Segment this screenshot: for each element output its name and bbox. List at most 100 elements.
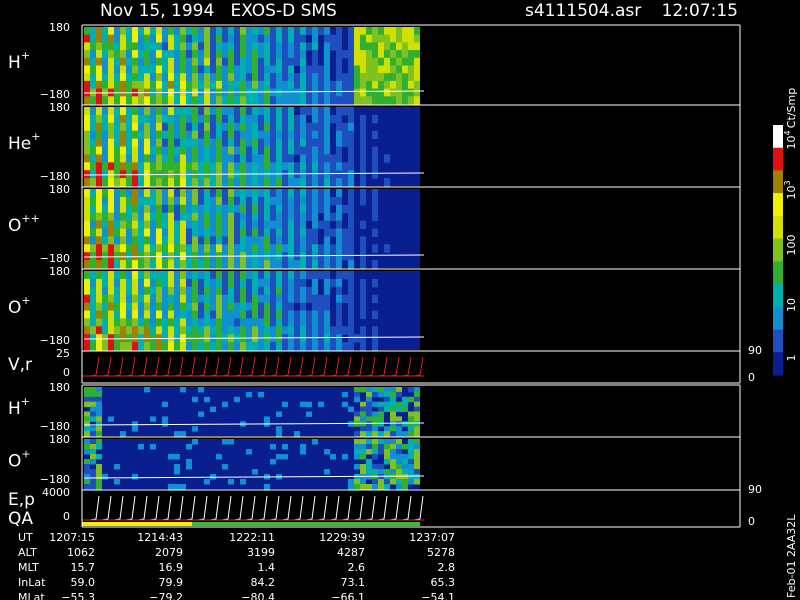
cell [228,57,234,66]
cell [162,286,168,296]
cell [300,401,306,408]
cell [372,73,378,82]
cell [294,252,300,261]
cell [270,334,276,343]
cell [270,65,276,74]
cell [216,138,222,147]
colorbar-label: 1 [785,355,798,362]
cell [396,416,402,422]
cell [252,302,258,311]
cell [324,154,330,163]
cell [138,286,144,296]
cell [132,154,138,163]
cell [342,326,348,335]
cell [408,459,414,465]
cell [264,122,270,132]
cell [168,212,174,222]
cell [96,484,102,490]
cell [348,88,354,97]
cell [324,162,330,171]
cell [132,318,138,327]
cell [84,154,90,163]
cell [210,260,216,269]
cell [348,204,354,214]
cell [264,138,270,147]
cell [240,294,246,304]
cell [216,302,222,311]
cell [336,130,342,140]
cell [336,236,342,245]
cell [174,278,180,288]
cell [174,271,180,280]
panel-label: V,r [8,355,32,375]
cell [96,421,102,427]
cell [282,154,288,163]
cell [282,88,288,97]
cell [300,244,306,253]
cell [144,80,150,90]
label-text: H [8,399,21,419]
cell [174,80,180,90]
cell [306,310,312,319]
cell [306,162,312,171]
cell [258,278,264,288]
cell [210,57,216,66]
cell [84,310,90,319]
cell [324,334,330,343]
cell [360,154,366,163]
cell [372,444,378,450]
cell [336,220,342,229]
cell [288,334,294,343]
cell [84,286,90,296]
cell [408,479,414,485]
cell [252,107,258,116]
cell [300,220,306,229]
cell [168,278,174,288]
cell [240,27,246,36]
cell [318,244,324,253]
cell [144,326,150,335]
cell [378,444,384,450]
cell [306,42,312,51]
cell [390,426,396,432]
cell [108,80,114,90]
cell [222,154,228,163]
label-exp: 4 [783,130,792,135]
cell [84,439,90,445]
cell [330,170,336,179]
cell [390,439,396,445]
colorbar-label: 10 [785,298,798,312]
cell [96,416,102,422]
cell [348,73,354,82]
cell [114,189,120,198]
cell [294,212,300,222]
cell [210,271,216,280]
cell [198,138,204,147]
cell [354,396,360,403]
cell [108,178,114,187]
cell [390,401,396,408]
cell [336,42,342,51]
cell [132,228,138,237]
cell [96,278,102,288]
cell [408,421,414,427]
cell [132,294,138,304]
cell [366,34,372,43]
cell [354,484,360,490]
cell [102,189,108,198]
cell [162,42,168,51]
cell [288,228,294,237]
cell [348,189,354,198]
cell [300,204,306,214]
cell [162,244,168,253]
tick-bottom: 0 [63,366,70,379]
cell [372,228,378,237]
cell [216,278,222,288]
cell [282,212,288,222]
cell [222,196,228,206]
cell [306,286,312,296]
cell [360,130,366,140]
cell [276,50,282,59]
cell [258,302,264,311]
cell [372,34,378,43]
